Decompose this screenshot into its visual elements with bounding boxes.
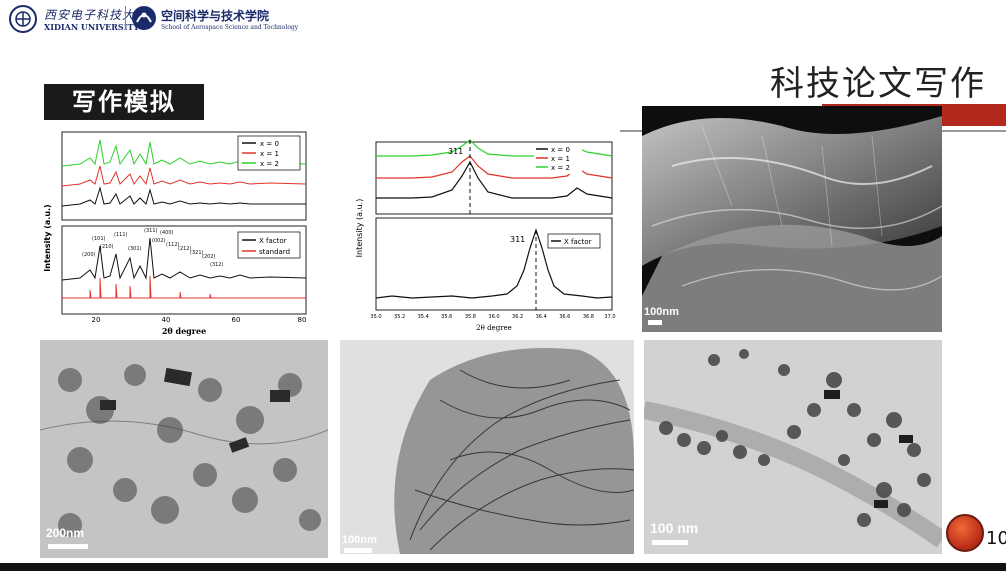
header-divider [125,6,126,30]
scale-label-bottom-middle: 100nm [342,534,377,546]
tem-image-bottom-left: 200nm [40,340,328,558]
legend-top-x0: x = 0 [260,140,279,148]
tem-image-bottom-middle: 100nm [340,340,634,554]
peak-label-112: (112) [166,242,179,248]
rxtick-350: 35.0 [370,314,381,320]
rxtick-362: 36.2 [512,314,523,320]
right-top-peak-label: 311 [448,147,463,156]
rxtick-354: 35.4 [418,314,429,320]
university-name-en: XIDIAN UNIVERSITY [44,22,140,32]
xrd-left-ylabel: Intensity (a.u.) [43,204,52,271]
school-name-cn: 空间科学与技术学院 [161,9,270,23]
legend-bottom-xfactor: X factor [259,237,287,245]
right-legend-x2: x = 2 [551,164,570,172]
right-legend-x1: x = 1 [551,155,570,163]
xtick-20: 20 [92,316,101,324]
peak-label-301: (301) [128,246,141,252]
xrd-left-xlabel: 2θ degree [162,326,206,336]
xtick-60: 60 [232,316,241,324]
page-number: 10 [986,528,1006,549]
school-logo-icon [131,4,157,32]
peak-label-111: (111) [114,232,127,238]
rxtick-352: 35.2 [394,314,405,320]
peak-label-321: (321) [190,250,203,256]
tem-image-bottom-right: 100 nm [644,340,942,554]
slide-title: 科技论文写作 [770,64,986,104]
university-name-cn: 西安电子科技大学 [44,8,149,22]
school-name-en: School of Aerospace Science and Technolo… [161,24,299,31]
university-logo-icon [6,4,40,34]
xtick-40: 40 [162,316,171,324]
rxtick-370: 37.0 [604,314,615,320]
rxtick-358: 35.8 [465,314,476,320]
peak-label-101: (101) [92,236,105,242]
scale-bar-bottom-left [48,544,88,549]
peak-label-311: (311) [144,228,157,234]
bottom-border [0,563,1006,571]
legend-bottom-standard: standard [259,248,290,256]
right-legend-xfactor: X factor [564,238,592,246]
right-bottom-peak-label: 311 [510,235,525,244]
scale-label-bottom-left: 200nm [46,526,85,540]
xrd-figure-left: x = 0 x = 1 x = 2 (200) (101) (210) (111… [40,128,312,338]
scale-label-bottom-right: 100 nm [650,520,699,536]
peak-label-210: (210) [100,244,113,250]
scale-label-top-right: 100nm [644,306,679,318]
peak-label-202: (202) [202,254,215,260]
page-number-badge-icon [946,514,984,552]
xtick-80: 80 [298,316,307,324]
rxtick-364: 36.4 [536,314,547,320]
section-badge: 写作模拟 [44,84,204,120]
scale-bar-top-right [648,320,662,325]
peak-label-312: (312) [210,262,223,268]
legend-top-x2: x = 2 [260,160,279,168]
xrd-figure-right: 311 x = 0 x = 1 x = 2 311 X factor Inten… [352,138,618,334]
right-legend-x0: x = 0 [551,146,570,154]
xrd-right-ylabel: Intensity (a.u.) [355,199,364,258]
scale-bar-bottom-middle [344,548,372,553]
peak-label-212: (212) [178,246,191,252]
peak-label-200: (200) [82,252,95,258]
rxtick-360: 36.0 [488,314,499,320]
peak-label-002: (002) [152,238,165,244]
rxtick-366: 36.6 [559,314,570,320]
rxtick-356: 35.6 [441,314,452,320]
peak-label-400: (400) [160,230,173,236]
legend-top-x1: x = 1 [260,150,279,158]
xrd-right-xlabel: 2θ degree [476,324,512,332]
sem-image-top-right: 100nm [642,106,942,332]
scale-bar-bottom-right [652,540,688,545]
rxtick-368: 36.8 [583,314,594,320]
